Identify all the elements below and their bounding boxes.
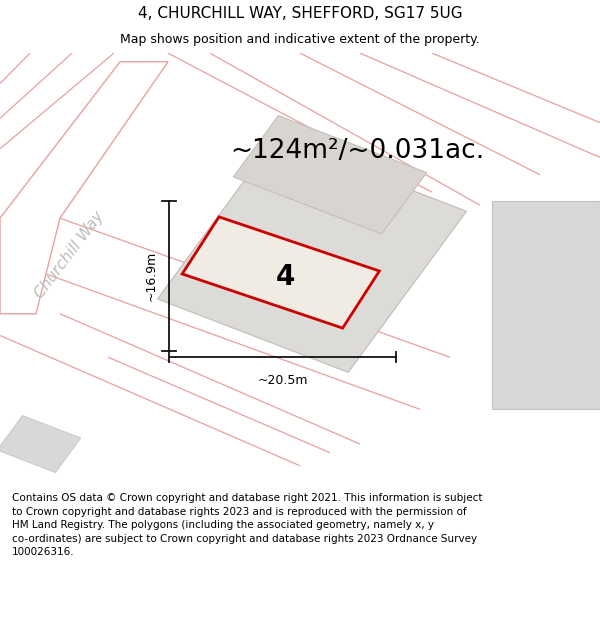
- Polygon shape: [233, 116, 427, 234]
- Text: 4, CHURCHILL WAY, SHEFFORD, SG17 5UG: 4, CHURCHILL WAY, SHEFFORD, SG17 5UG: [137, 6, 463, 21]
- Polygon shape: [0, 416, 81, 472]
- Polygon shape: [182, 217, 379, 328]
- Text: Contains OS data © Crown copyright and database right 2021. This information is : Contains OS data © Crown copyright and d…: [12, 493, 482, 558]
- Text: ~124m²/~0.031ac.: ~124m²/~0.031ac.: [230, 138, 484, 164]
- Text: ~20.5m: ~20.5m: [257, 374, 308, 387]
- Text: Churchill Way: Churchill Way: [32, 209, 106, 301]
- Polygon shape: [0, 62, 168, 314]
- Text: ~16.9m: ~16.9m: [145, 251, 158, 301]
- Polygon shape: [157, 138, 467, 372]
- Polygon shape: [492, 201, 600, 409]
- Text: Map shows position and indicative extent of the property.: Map shows position and indicative extent…: [120, 33, 480, 46]
- Text: 4: 4: [275, 263, 295, 291]
